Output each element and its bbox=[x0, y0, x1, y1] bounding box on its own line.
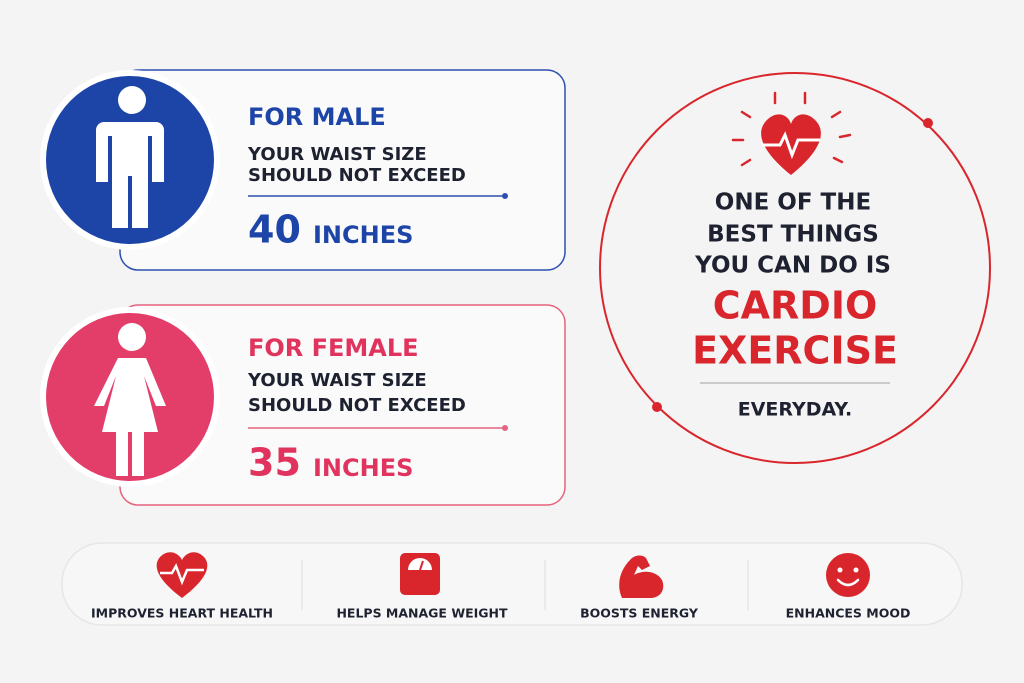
scale-icon bbox=[400, 553, 440, 595]
benefits-bar bbox=[61, 542, 963, 626]
callout-dot bbox=[923, 118, 933, 128]
smile-icon bbox=[826, 553, 870, 597]
female-line2: SHOULD NOT EXCEED bbox=[248, 395, 466, 416]
callout-highlight: CARDIO bbox=[713, 284, 878, 328]
male-icon bbox=[96, 86, 164, 228]
benefit-separators bbox=[301, 560, 749, 610]
callout-line: BEST THINGS bbox=[707, 222, 879, 248]
female-number: 35 bbox=[248, 441, 301, 485]
benefit-label: IMPROVES HEART HEALTH bbox=[91, 606, 273, 621]
callout-highlight: EXERCISE bbox=[692, 329, 898, 373]
male-dot bbox=[502, 193, 508, 199]
male-unit: INCHES bbox=[313, 221, 413, 249]
heart-health-icon bbox=[156, 552, 208, 598]
callout-line: ONE OF THE bbox=[715, 190, 871, 216]
male-title: FOR MALE bbox=[248, 103, 386, 131]
callout-dot bbox=[652, 402, 662, 412]
female-dot bbox=[502, 425, 508, 431]
female-unit: INCHES bbox=[313, 454, 413, 482]
female-line1: YOUR WAIST SIZE bbox=[247, 370, 427, 391]
callout-footer: EVERYDAY. bbox=[738, 399, 853, 421]
callout-line: YOU CAN DO IS bbox=[694, 253, 891, 279]
male-line1: YOUR WAIST SIZE bbox=[247, 144, 427, 165]
male-number: 40 bbox=[248, 208, 301, 252]
benefit-label: BOOSTS ENERGY bbox=[580, 606, 699, 621]
female-title: FOR FEMALE bbox=[248, 334, 419, 362]
female-icon bbox=[94, 323, 166, 476]
heart-icon bbox=[731, 91, 852, 175]
benefit-label: ENHANCES MOOD bbox=[786, 606, 911, 621]
benefit-label: HELPS MANAGE WEIGHT bbox=[336, 606, 508, 621]
muscle-icon bbox=[619, 555, 664, 598]
male-line2: SHOULD NOT EXCEED bbox=[248, 165, 466, 186]
callout-circle bbox=[599, 72, 991, 464]
